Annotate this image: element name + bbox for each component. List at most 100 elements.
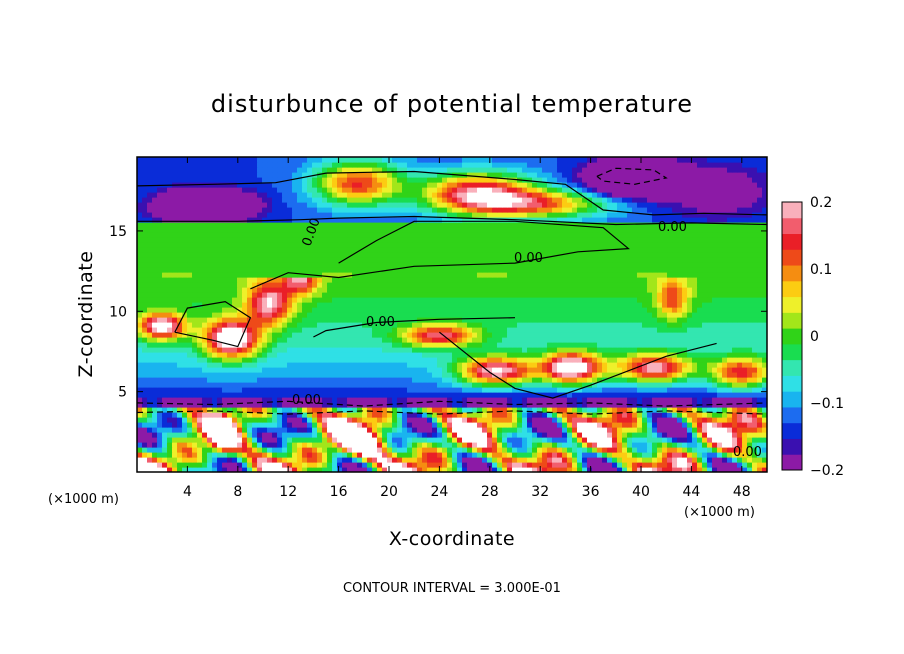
heatmap-cell [742,297,748,303]
heatmap-cell [142,467,148,472]
heatmap-cell [322,327,328,333]
heatmap-cell [412,307,418,313]
heatmap-cell [562,327,568,333]
heatmap-cell [647,437,653,443]
heatmap-cell [642,382,648,388]
heatmap-cell [332,412,338,418]
heatmap-cell [612,337,618,343]
heatmap-cell [547,312,553,318]
heatmap-cell [517,457,523,463]
heatmap-cell [557,437,563,443]
heatmap-cell [182,397,188,403]
heatmap-cell [332,462,338,468]
heatmap-cell [697,347,703,353]
heatmap-cell [172,352,178,358]
heatmap-cell [187,417,193,423]
heatmap-cell [287,392,293,398]
heatmap-cell [737,327,743,333]
heatmap-cell [462,417,468,423]
heatmap-cell [192,342,198,348]
heatmap-cell [617,372,623,378]
heatmap-cell [272,402,278,408]
heatmap-cell [237,367,243,373]
heatmap-cell [287,427,293,433]
heatmap-cell [592,412,598,418]
heatmap-cell [292,337,298,343]
heatmap-cell [702,342,708,348]
heatmap-cell [252,292,258,298]
heatmap-cell [677,417,683,423]
heatmap-cell [152,287,158,293]
heatmap-cell [637,282,643,288]
heatmap-cell [442,367,448,373]
heatmap-cell [557,357,563,363]
heatmap-cell [472,367,478,373]
heatmap-cell [307,422,313,428]
heatmap-cell [727,322,733,328]
heatmap-cell [727,277,733,283]
heatmap-cell [227,447,233,453]
heatmap-cell [397,462,403,468]
heatmap-cell [572,377,578,383]
heatmap-cell [192,382,198,388]
heatmap-cell [462,317,468,323]
heatmap-cell [342,277,348,283]
heatmap-cell [397,287,403,293]
heatmap-cell [647,302,653,308]
heatmap-cell [502,397,508,403]
heatmap-cell [692,362,698,368]
heatmap-cell [312,362,318,368]
heatmap-cell [192,402,198,408]
heatmap-cell [732,412,738,418]
heatmap-cell [492,457,498,463]
heatmap-cell [172,412,178,418]
heatmap-cell [512,447,518,453]
heatmap-cell [437,422,443,428]
heatmap-cell [467,292,473,298]
heatmap-cell [737,317,743,323]
heatmap-cell [302,407,308,413]
heatmap-cell [597,377,603,383]
heatmap-cell [722,447,728,453]
heatmap-cell [612,397,618,403]
heatmap-cell [217,367,223,373]
heatmap-cell [152,332,158,338]
heatmap-cell [377,427,383,433]
heatmap-cell [182,347,188,353]
heatmap-cell [637,467,643,472]
heatmap-cell [407,357,413,363]
heatmap-cell [652,352,658,358]
heatmap-cell [452,307,458,313]
heatmap-cell [382,347,388,353]
heatmap-cell [692,282,698,288]
heatmap-cell [757,292,763,298]
heatmap-cell [527,452,533,458]
heatmap-cell [372,282,378,288]
heatmap-cell [242,317,248,323]
heatmap-cell [457,307,463,313]
heatmap-cell [402,357,408,363]
heatmap-cell [577,337,583,343]
heatmap-cell [547,437,553,443]
heatmap-cell [197,322,203,328]
heatmap-cell [512,452,518,458]
heatmap-cell [307,332,313,338]
heatmap-cell [522,397,528,403]
heatmap-cell [372,327,378,333]
heatmap-cell [692,387,698,393]
heatmap-cell [612,312,618,318]
heatmap-cell [482,367,488,373]
heatmap-cell [617,362,623,368]
heatmap-cell [627,337,633,343]
heatmap-cell [187,382,193,388]
heatmap-cell [147,372,153,378]
heatmap-cell [267,357,273,363]
heatmap-cell [362,287,368,293]
heatmap-cell [337,357,343,363]
heatmap-cell [147,442,153,448]
heatmap-cell [347,292,353,298]
heatmap-cell [357,287,363,293]
heatmap-cell [192,287,198,293]
heatmap-cell [267,347,273,353]
heatmap-cell [157,392,163,398]
